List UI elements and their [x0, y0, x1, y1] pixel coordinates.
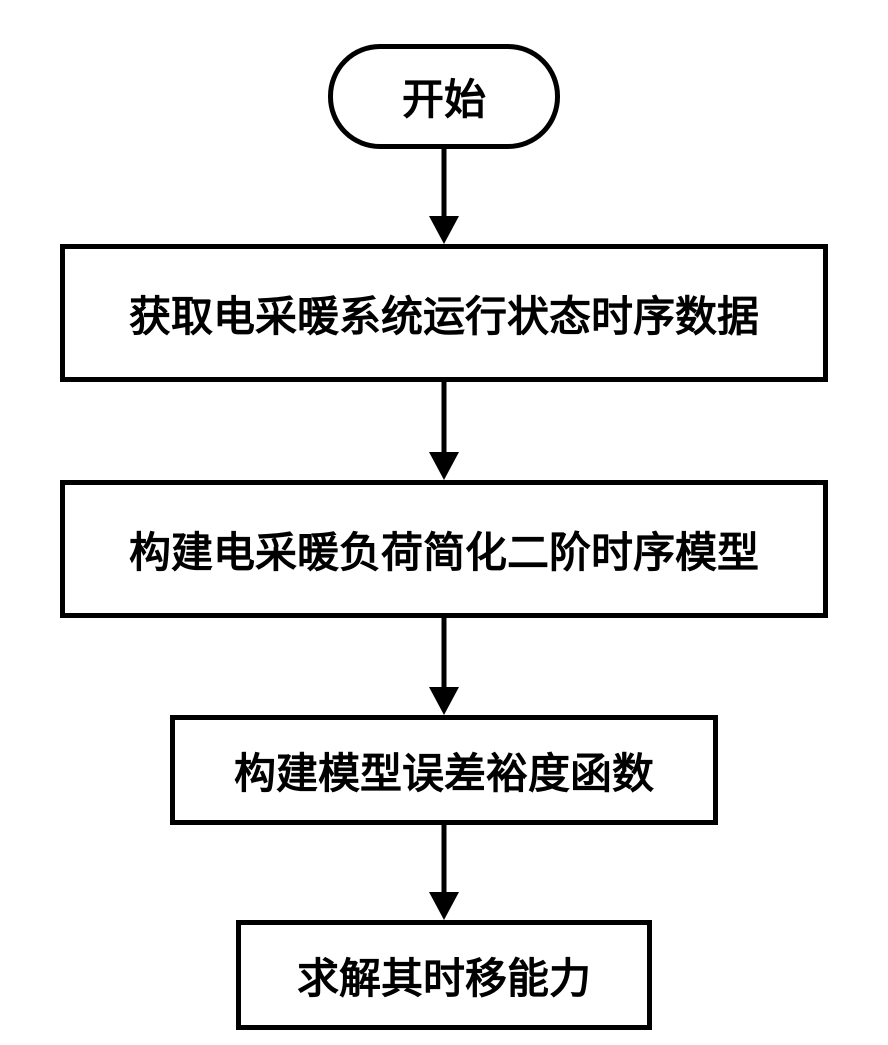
node-label: 获取电采暖系统运行状态时序数据: [129, 283, 759, 344]
flowchart-arrow-start-step1: [427, 149, 461, 246]
flowchart-arrow-step3-step4: [427, 825, 461, 922]
flowchart-node-step4: 求解其时移能力: [236, 920, 652, 1030]
flowchart-node-start: 开始: [328, 44, 560, 149]
flowchart-node-step3: 构建模型误差裕度函数: [170, 715, 718, 825]
node-label: 开始: [402, 66, 486, 127]
node-label: 求解其时移能力: [297, 945, 591, 1006]
node-label: 构建电采暖负荷简化二阶时序模型: [129, 519, 759, 580]
flowchart-node-step2: 构建电采暖负荷简化二阶时序模型: [60, 480, 828, 618]
flowchart-node-step1: 获取电采暖系统运行状态时序数据: [60, 244, 828, 382]
flowchart-arrow-step2-step3: [427, 618, 461, 717]
node-label: 构建模型误差裕度函数: [234, 740, 654, 801]
flowchart-arrow-step1-step2: [427, 382, 461, 482]
